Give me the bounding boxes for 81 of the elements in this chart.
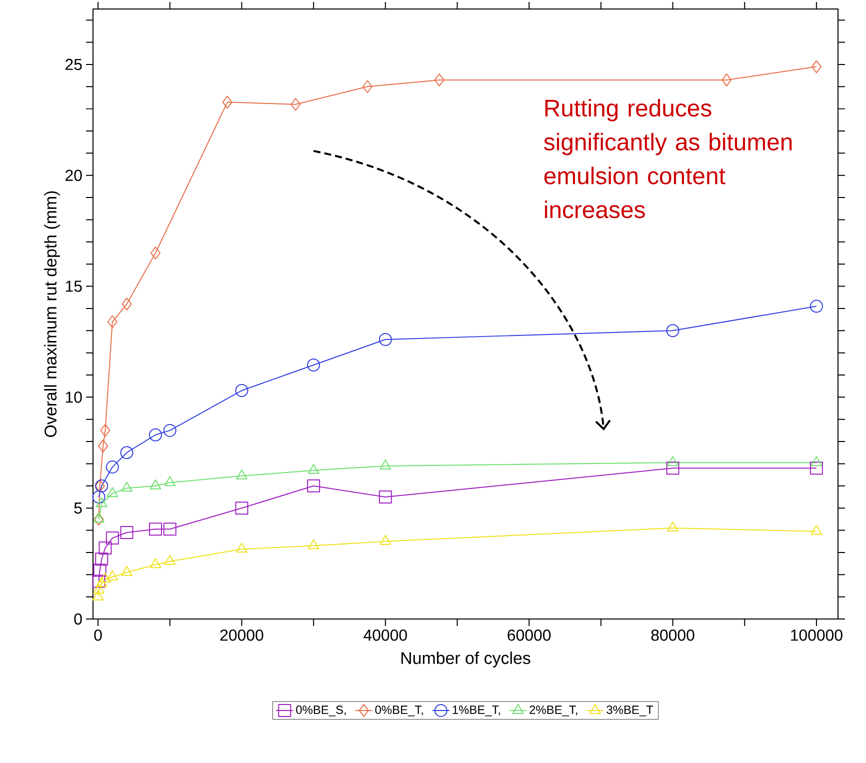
y-tick-label: 25 <box>66 58 82 70</box>
point <box>308 464 320 474</box>
point <box>222 96 232 109</box>
point <box>163 522 176 536</box>
point <box>434 73 444 86</box>
point <box>810 300 823 313</box>
point <box>290 98 301 111</box>
point <box>236 542 248 553</box>
point <box>378 490 392 504</box>
point <box>307 479 320 492</box>
point <box>362 80 372 94</box>
legend-label: 0%BE_S, <box>296 706 346 716</box>
point <box>106 460 119 474</box>
point <box>380 459 392 470</box>
point <box>666 462 680 475</box>
y-tick-label: 0 <box>74 613 82 625</box>
point <box>106 570 118 580</box>
annotation: Rutting reduces significantly as bitumen emulsion content increases <box>544 99 792 218</box>
point <box>120 526 134 539</box>
x-axis-title: Number of cycles <box>401 652 530 668</box>
y-tick-label: 5 <box>74 502 82 514</box>
point <box>96 577 108 588</box>
point <box>667 522 678 532</box>
point <box>811 60 822 74</box>
x-tick-label: 100000 <box>791 630 842 641</box>
point <box>150 479 162 490</box>
point <box>380 534 392 545</box>
point <box>163 424 176 437</box>
point <box>98 439 108 452</box>
y-axis-title: Overall maximum rut depth (mm) <box>44 191 60 437</box>
point <box>106 487 118 498</box>
point <box>164 554 176 565</box>
point <box>92 490 106 504</box>
x-tick-label: 0 <box>94 630 102 641</box>
y-tick-label: 20 <box>66 170 82 181</box>
legend-label: 0%BE_T, <box>375 706 423 716</box>
point <box>164 476 176 486</box>
point <box>122 298 132 311</box>
y-tick-label: 15 <box>66 280 82 292</box>
point <box>95 479 108 492</box>
point <box>96 497 108 508</box>
x-tick-label: 40000 <box>364 630 407 641</box>
legend-label: 3%BE_T <box>606 706 654 716</box>
point <box>121 482 132 492</box>
point <box>236 469 248 480</box>
point <box>120 446 134 460</box>
point <box>95 552 108 566</box>
point <box>722 73 732 86</box>
point <box>100 572 111 583</box>
point <box>810 456 822 466</box>
point <box>378 333 392 346</box>
legend-label: 1%BE_T, <box>452 706 500 716</box>
point <box>121 566 132 576</box>
point <box>149 522 162 536</box>
x-tick-label: 60000 <box>508 630 551 641</box>
point <box>150 558 162 568</box>
point <box>106 532 119 545</box>
point <box>667 456 678 466</box>
point <box>93 584 104 594</box>
point <box>94 512 104 526</box>
point <box>810 462 823 475</box>
point <box>94 479 105 492</box>
point <box>149 428 162 442</box>
point <box>307 358 320 372</box>
x-tick-label: 20000 <box>220 630 264 641</box>
point <box>150 246 161 260</box>
point <box>92 590 104 600</box>
y-tick-label: 10 <box>66 392 82 403</box>
point <box>98 542 112 555</box>
point <box>308 539 320 550</box>
point <box>666 324 680 338</box>
point <box>93 564 106 577</box>
point <box>235 502 248 515</box>
point <box>107 315 118 328</box>
point <box>810 524 822 535</box>
x-tick-label: 80000 <box>651 630 694 641</box>
point <box>235 384 248 398</box>
point <box>93 512 104 523</box>
point <box>92 574 106 588</box>
point <box>100 424 110 437</box>
legend-label: 2%BE_T, <box>530 706 578 716</box>
